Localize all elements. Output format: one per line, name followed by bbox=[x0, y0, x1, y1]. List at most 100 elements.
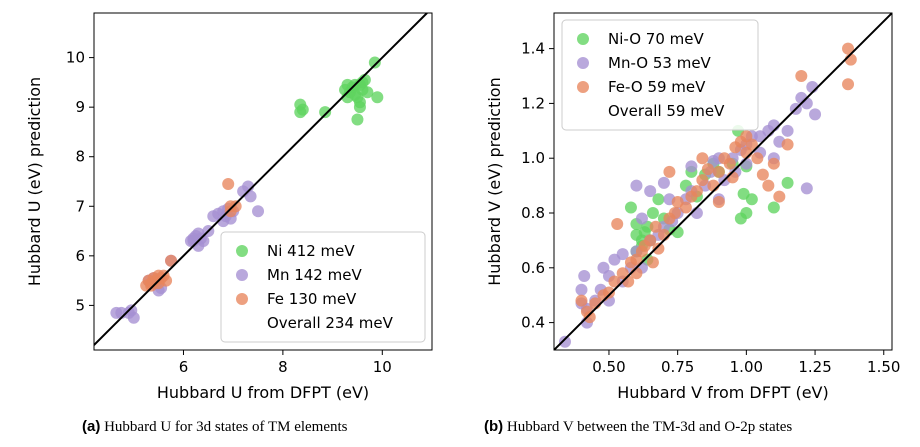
panel-b-point-s0-27 bbox=[624, 201, 637, 214]
panel-b-point-s2-20 bbox=[679, 201, 692, 214]
panel-b-ytick-label-0: 0.4 bbox=[521, 314, 545, 332]
panel-b-legend-label-2: Fe-O 59 meV bbox=[608, 78, 706, 96]
panel-a-ytick-label-2: 7 bbox=[75, 197, 85, 215]
panel-b-point-s1-23 bbox=[685, 160, 698, 173]
panel-b-point-s2-37 bbox=[773, 190, 786, 203]
panel-b-point-s1-51 bbox=[630, 179, 643, 192]
panel-b-point-s2-45 bbox=[696, 152, 709, 165]
panel-b-point-s0-24 bbox=[781, 176, 794, 189]
panel-a-point-s0-18 bbox=[368, 56, 381, 69]
panel-a-point-s2-11 bbox=[165, 254, 178, 267]
panel-a-point-s0-2 bbox=[294, 106, 307, 119]
panel-a-ytick-label-5: 10 bbox=[66, 49, 85, 67]
panel-b-ytick-label-2: 0.8 bbox=[521, 204, 545, 222]
panel-b-legend-marker-1 bbox=[577, 57, 589, 69]
panel-b-xtick-label-4: 1.50 bbox=[867, 358, 900, 376]
panel-b-point-s1-48 bbox=[644, 185, 657, 198]
panel-a-point-s1-30 bbox=[127, 311, 140, 324]
panel-a-xtick-label-0: 6 bbox=[179, 358, 189, 376]
panel-a-legend-label-0: Ni 412 meV bbox=[267, 242, 355, 260]
panel-b-point-s2-44 bbox=[663, 165, 676, 178]
panel-b-ytick-label-3: 1.0 bbox=[521, 149, 545, 167]
panel-b-frame bbox=[553, 12, 893, 351]
panel-a-point-s0-16 bbox=[351, 113, 364, 126]
panel-b-point-s1-54 bbox=[754, 130, 767, 143]
panel-b-point-s2-34 bbox=[756, 168, 769, 181]
caption-a-label: (a) bbox=[82, 418, 101, 435]
panel-b-point-s0-8 bbox=[652, 193, 665, 206]
panel-a-frame bbox=[93, 12, 433, 351]
panel-b-point-s1-2 bbox=[575, 283, 588, 296]
panel-b-point-s2-5 bbox=[602, 286, 615, 299]
panel-b-point-s2-23 bbox=[696, 174, 709, 187]
panel-a-legend-marker-1 bbox=[236, 269, 248, 281]
panel-a-xtick-label-2: 10 bbox=[373, 358, 392, 376]
caption-a: (a) Hubbard U for 3d states of TM elemen… bbox=[82, 418, 348, 436]
panel-a-legend-overall: Overall 234 meV bbox=[267, 314, 394, 332]
panel-b-legend-marker-2 bbox=[577, 81, 589, 93]
panel-a-legend-marker-2 bbox=[236, 293, 248, 305]
panel-b-point-s2-26 bbox=[712, 165, 725, 178]
panel-b-legend: Ni-O 70 meV Mn-O 53 meV Fe-O 59 meV Overall… bbox=[561, 19, 759, 131]
panel-a-ytick-label-4: 9 bbox=[75, 98, 85, 116]
panel-a-ylabel: Hubbard U (eV) prediction bbox=[25, 77, 44, 286]
panel-a-legend-label-1: Mn 142 meV bbox=[267, 266, 362, 284]
panel-b-legend-box bbox=[561, 19, 759, 131]
panel-b-ytick-label-4: 1.2 bbox=[521, 94, 545, 112]
panel-b-point-s0-29 bbox=[737, 187, 750, 200]
panel-b-point-s1-50 bbox=[635, 212, 648, 225]
panel-b-point-s2-7 bbox=[611, 217, 624, 230]
panel-b-point-s1-47 bbox=[800, 182, 813, 195]
panel-a-ytick-label-3: 8 bbox=[75, 148, 85, 166]
panel-b-point-s2-40 bbox=[842, 42, 855, 55]
panel-b-point-s2-36 bbox=[767, 157, 780, 170]
panel-b-ylabel: Hubbard V (eV) prediction bbox=[485, 77, 504, 286]
panel-b-ytick-label-1: 0.6 bbox=[521, 259, 545, 277]
panel-b-legend-overall: Overall 59 meV bbox=[608, 102, 725, 120]
panel-b-legend-marker-0 bbox=[577, 33, 589, 45]
panel-b-point-s1-11 bbox=[616, 248, 629, 261]
panel-b-point-s2-14 bbox=[649, 220, 662, 233]
panel-a-point-s1-26 bbox=[252, 205, 265, 218]
panel-b-point-s0-5 bbox=[630, 228, 643, 241]
panel-b-point-s2-35 bbox=[762, 179, 775, 192]
panel-b-xtick-label-1: 0.75 bbox=[661, 358, 694, 376]
panel-b-plot-area bbox=[554, 13, 892, 350]
panel-b-xtick-label-0: 0.50 bbox=[592, 358, 625, 376]
panel-a-diagonal-line bbox=[94, 13, 428, 346]
panel-b-point-s2-43 bbox=[646, 256, 659, 269]
caption-a-text: Hubbard U for 3d states of TM elements bbox=[104, 419, 348, 435]
panel-a-xlabel: Hubbard U from DFPT (eV) bbox=[157, 383, 369, 402]
panel-b-point-s2-46 bbox=[712, 196, 725, 209]
panel-b-point-s2-15 bbox=[652, 242, 665, 255]
panel-b-point-s1-0 bbox=[558, 335, 571, 348]
panel-b-point-s2-24 bbox=[701, 163, 714, 176]
panel-b-point-s1-46 bbox=[809, 108, 822, 121]
panel-a-ytick-label-0: 5 bbox=[75, 296, 85, 314]
caption-b-text: Hubbard V between the TM-3d and O-2p sta… bbox=[506, 419, 793, 435]
panel-b-legend-label-0: Ni-O 70 meV bbox=[608, 30, 704, 48]
panel-b-point-s1-41 bbox=[781, 124, 794, 137]
panel-b-xtick-label-3: 1.25 bbox=[798, 358, 831, 376]
panel-b-point-s1-3 bbox=[578, 270, 591, 283]
panel-a-point-s2-15 bbox=[224, 205, 237, 218]
panel-a-legend-label-2: Fe 130 meV bbox=[267, 290, 357, 308]
panel-a-legend: Ni 412 meV Mn 142 meV Fe 130 meV Overall 23… bbox=[220, 231, 426, 343]
panel-b-point-s2-33 bbox=[751, 152, 764, 165]
panel-b-hubbard-v: 0.50 0.75 1.00 1.25 1.50 0.4 0.6 0.8 1.0 1.2 1.4 Hu… bbox=[485, 12, 900, 402]
panel-a-xtick-label-1: 8 bbox=[278, 358, 288, 376]
panel-a-series-0 bbox=[294, 56, 384, 126]
panel-b-point-s2-22 bbox=[690, 185, 703, 198]
panel-b-point-s0-20 bbox=[740, 207, 753, 220]
panel-a-point-s2-10 bbox=[145, 279, 158, 292]
panel-b-legend-label-1: Mn-O 53 meV bbox=[608, 54, 712, 72]
panel-a-plot-area bbox=[94, 13, 428, 346]
panel-a-point-s2-13 bbox=[222, 177, 235, 190]
panel-b-point-s2-39 bbox=[795, 70, 808, 83]
panel-b-xlabel: Hubbard V from DFPT (eV) bbox=[617, 383, 828, 402]
panel-b-diagonal-line bbox=[554, 13, 892, 350]
panel-b-point-s2-28 bbox=[723, 157, 736, 170]
panel-b-xtick-label-2: 1.00 bbox=[730, 358, 763, 376]
panel-b-point-s2-6 bbox=[608, 275, 621, 288]
